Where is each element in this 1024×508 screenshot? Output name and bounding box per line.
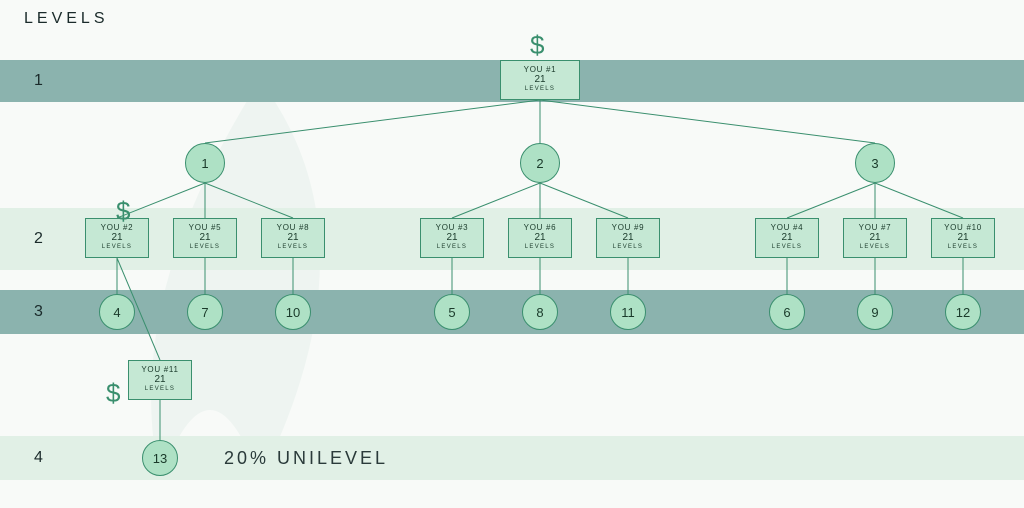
box-line2: 21	[511, 232, 569, 244]
box-line3: LEVELS	[176, 244, 234, 251]
circle-node-c11: 11	[610, 294, 646, 330]
box-line3: LEVELS	[599, 244, 657, 251]
box-line2: 21	[423, 232, 481, 244]
level-band-label: 1	[34, 72, 43, 90]
box-line1: YOU #1	[503, 65, 577, 74]
box-node-b4: YOU #421LEVELS	[755, 218, 819, 258]
box-line1: YOU #5	[176, 223, 234, 232]
box-line2: 21	[264, 232, 322, 244]
box-node-b10: YOU #1021LEVELS	[931, 218, 995, 258]
box-node-b6: YOU #621LEVELS	[508, 218, 572, 258]
box-line1: YOU #7	[846, 223, 904, 232]
box-line1: YOU #10	[934, 223, 992, 232]
circle-node-c6: 6	[769, 294, 805, 330]
box-line1: YOU #8	[264, 223, 322, 232]
box-line3: LEVELS	[934, 244, 992, 251]
box-line3: LEVELS	[846, 244, 904, 251]
box-line3: LEVELS	[758, 244, 816, 251]
circle-node-c1: 1	[185, 143, 225, 183]
circle-node-c12: 12	[945, 294, 981, 330]
box-line1: YOU #4	[758, 223, 816, 232]
circle-node-c10: 10	[275, 294, 311, 330]
box-node-b8: YOU #821LEVELS	[261, 218, 325, 258]
box-line3: LEVELS	[503, 86, 577, 93]
edge	[205, 100, 540, 143]
box-node-b11: YOU #1121LEVELS	[128, 360, 192, 400]
circle-node-c9: 9	[857, 294, 893, 330]
level-band-label: 2	[34, 230, 43, 248]
edge	[540, 100, 875, 143]
circle-node-c7: 7	[187, 294, 223, 330]
box-line3: LEVELS	[511, 244, 569, 251]
dollar-icon: $	[530, 30, 544, 61]
box-line2: 21	[758, 232, 816, 244]
box-node-b3: YOU #321LEVELS	[420, 218, 484, 258]
box-node-root: YOU #121LEVELS	[500, 60, 580, 100]
box-line1: YOU #3	[423, 223, 481, 232]
box-line1: YOU #6	[511, 223, 569, 232]
circle-node-c2: 2	[520, 143, 560, 183]
box-line3: LEVELS	[131, 386, 189, 393]
dollar-icon: $	[106, 378, 120, 409]
box-line1: YOU #9	[599, 223, 657, 232]
unilevel-label: 20% UNILEVEL	[224, 448, 388, 469]
diagram-title: LEVELS	[24, 10, 108, 28]
box-node-b9: YOU #921LEVELS	[596, 218, 660, 258]
circle-node-c13: 13	[142, 440, 178, 476]
circle-node-c5: 5	[434, 294, 470, 330]
level-band-label: 3	[34, 303, 43, 321]
circle-node-c3: 3	[855, 143, 895, 183]
box-line2: 21	[846, 232, 904, 244]
box-line2: 21	[176, 232, 234, 244]
watermark-leaf	[120, 40, 400, 500]
box-line2: 21	[503, 74, 577, 86]
box-line3: LEVELS	[264, 244, 322, 251]
box-line1: YOU #11	[131, 365, 189, 374]
circle-node-c8: 8	[522, 294, 558, 330]
box-line3: LEVELS	[88, 244, 146, 251]
box-node-b7: YOU #721LEVELS	[843, 218, 907, 258]
dollar-icon: $	[116, 196, 130, 227]
box-line2: 21	[131, 374, 189, 386]
box-line2: 21	[599, 232, 657, 244]
level-band-label: 4	[34, 449, 43, 467]
box-node-b5: YOU #521LEVELS	[173, 218, 237, 258]
box-line2: 21	[88, 232, 146, 244]
box-line3: LEVELS	[423, 244, 481, 251]
box-line2: 21	[934, 232, 992, 244]
circle-node-c4: 4	[99, 294, 135, 330]
